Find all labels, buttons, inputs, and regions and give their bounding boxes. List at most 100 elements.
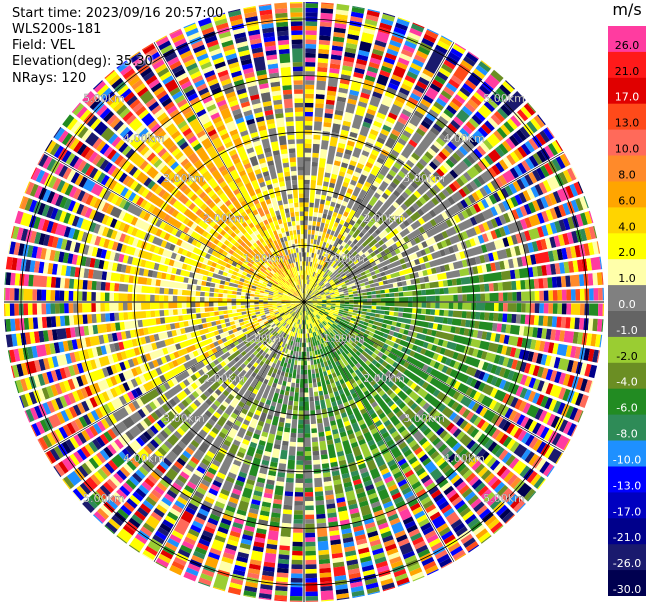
ray-gate	[154, 295, 160, 302]
ray-gate	[507, 303, 517, 312]
ray-gate	[313, 121, 322, 131]
ray-gate	[413, 272, 419, 278]
ray-gate	[412, 290, 417, 296]
ray-gate	[516, 303, 522, 313]
ray-gate	[429, 174, 438, 184]
ray-gate	[91, 303, 96, 312]
ray-gate	[296, 346, 299, 352]
ray-gate	[415, 488, 427, 498]
ray-gate	[356, 326, 362, 331]
ray-gate	[345, 405, 354, 416]
ray-gate	[360, 560, 373, 568]
ray-gate	[397, 57, 410, 66]
ray-gate	[452, 549, 466, 560]
ray-gate	[312, 303, 322, 307]
ray-gate	[481, 123, 492, 135]
ray-gate	[355, 350, 361, 357]
ray-gate	[516, 503, 526, 513]
ray-gate	[421, 381, 429, 390]
ray-gate	[400, 203, 408, 211]
ray-gate	[384, 238, 395, 248]
ray-gate	[549, 236, 557, 248]
ray-gate	[483, 491, 496, 503]
ray-gate	[563, 153, 571, 165]
ray-gate	[326, 340, 334, 349]
ray-gate	[304, 139, 312, 144]
ray-gate	[441, 63, 454, 74]
ray-gate	[324, 485, 333, 491]
ray-gate	[254, 429, 262, 436]
ray-gate	[384, 339, 395, 347]
ray-gate	[5, 303, 10, 317]
ray-gate	[307, 314, 311, 324]
ray-gate	[377, 379, 390, 393]
ray-gate	[545, 328, 552, 340]
ray-gate	[302, 311, 304, 316]
ray-gate	[426, 343, 433, 350]
ray-gate	[372, 255, 379, 261]
ray-gate	[306, 275, 309, 280]
ray-gate	[239, 542, 251, 550]
ray-gate	[313, 316, 320, 325]
ray-gate	[592, 272, 598, 286]
ray-gate	[422, 221, 433, 232]
ray-gate	[371, 149, 380, 157]
ray-gate	[336, 399, 343, 406]
ray-gate	[196, 285, 201, 291]
ray-gate	[549, 384, 562, 398]
ray-gate	[251, 437, 259, 444]
ray-gate	[537, 366, 545, 378]
ray-gate	[316, 306, 321, 310]
ray-gate	[454, 43, 467, 51]
ray-gate	[323, 361, 328, 367]
ray-gate	[360, 504, 372, 516]
ray-gate	[543, 341, 550, 353]
ray-gate	[381, 236, 388, 243]
ray-gate	[465, 319, 471, 328]
ray-gate	[311, 369, 315, 374]
ray-gate	[320, 194, 326, 200]
ray-gate	[364, 74, 376, 82]
ray-gate	[343, 343, 378, 379]
ray-gate	[429, 83, 441, 93]
ray-gate	[469, 151, 480, 162]
ray-gate	[373, 249, 380, 255]
ray-gate	[526, 120, 538, 134]
ray-gate	[465, 387, 473, 397]
ray-gate	[380, 297, 395, 302]
ray-gate	[277, 472, 286, 478]
ray-gate	[570, 345, 577, 358]
ray-gate	[334, 156, 342, 162]
ray-gate	[321, 366, 326, 372]
ray-gate	[452, 351, 459, 360]
ray-gate	[195, 302, 200, 308]
ray-gate	[127, 293, 133, 302]
ray-gate	[440, 240, 448, 248]
ray-gate	[387, 216, 395, 223]
ray-gate	[305, 514, 315, 520]
ray-gate	[317, 57, 329, 64]
ray-gate	[459, 507, 471, 518]
ray-gate	[326, 305, 331, 308]
ray-gate	[473, 501, 485, 513]
ray-gate	[227, 298, 232, 302]
ray-gate	[329, 534, 341, 541]
ray-gate	[480, 488, 492, 500]
ray-gate	[296, 451, 304, 456]
ray-gate	[425, 236, 437, 247]
ray-gate	[444, 264, 450, 272]
ray-gate	[291, 559, 303, 565]
ray-gate	[415, 396, 424, 405]
ray-gate	[305, 89, 314, 94]
ray-gate	[325, 355, 330, 362]
ray-gate	[279, 545, 290, 551]
ray-gate	[318, 287, 323, 292]
ray-gate	[474, 256, 481, 265]
ray-gate	[361, 228, 368, 235]
ray-gate	[290, 577, 303, 583]
ray-gate	[512, 257, 519, 268]
ray-gate	[407, 330, 414, 337]
ray-gate	[298, 406, 304, 411]
ray-gate	[484, 283, 490, 292]
ray-gate	[333, 357, 338, 363]
